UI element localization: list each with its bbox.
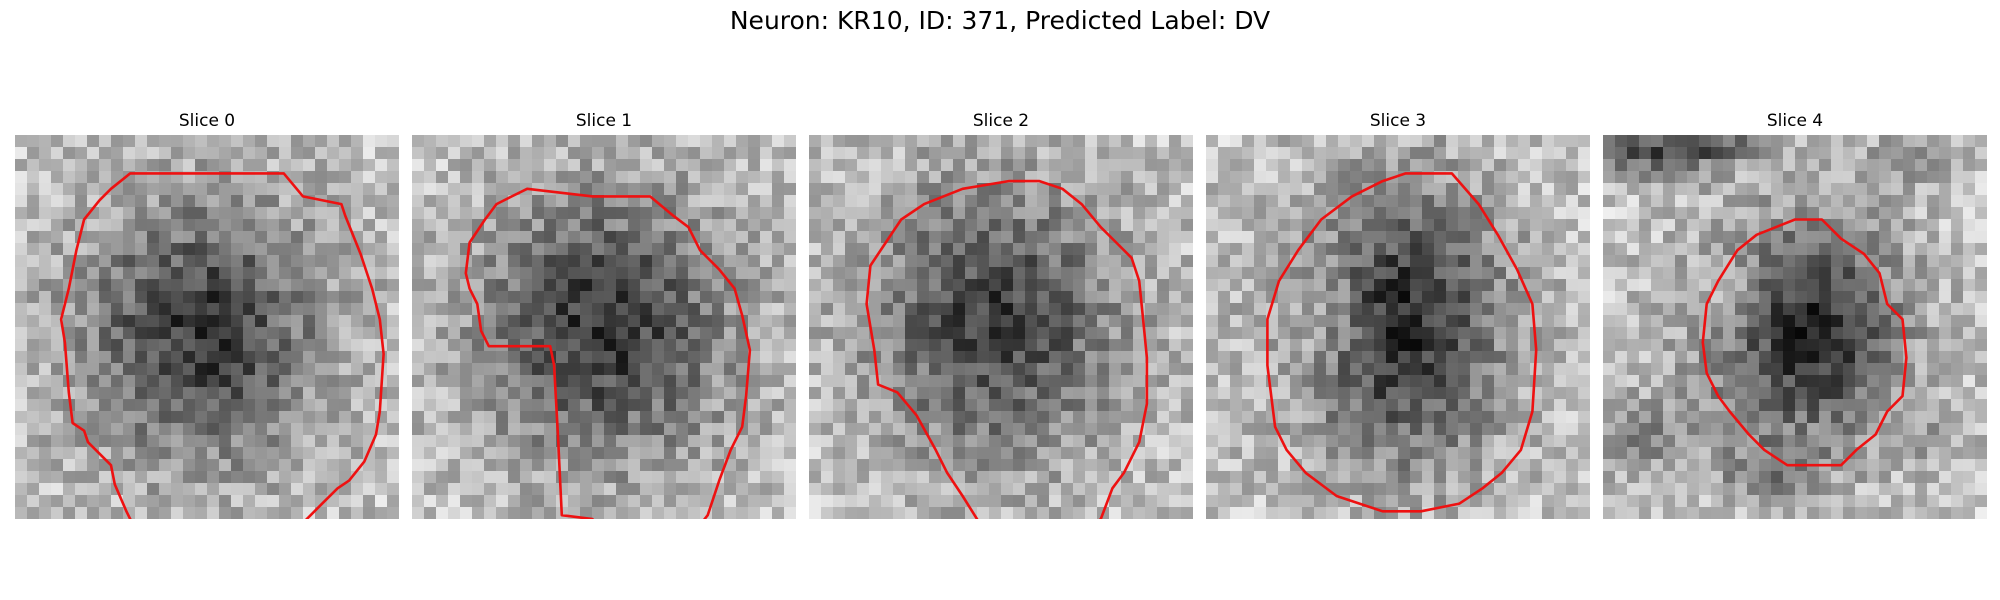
grayscale-pixels <box>809 135 1193 519</box>
slice-title: Slice 2 <box>972 111 1030 131</box>
slice-panel: Slice 2 <box>809 110 1193 519</box>
slice-image <box>1206 135 1590 519</box>
slice-panel: Slice 0 <box>15 110 399 519</box>
grayscale-pixels <box>15 135 399 519</box>
slice-title: Slice 4 <box>1766 111 1824 131</box>
roi-outline <box>865 179 1149 519</box>
grayscale-pixels <box>1603 135 1987 519</box>
slice-title: Slice 3 <box>1369 111 1427 131</box>
slice-panel: Slice 4 <box>1603 110 1987 519</box>
grayscale-pixels <box>412 135 796 519</box>
slice-image <box>15 135 399 519</box>
roi-outline <box>1266 172 1538 513</box>
roi-outline <box>1701 218 1908 467</box>
slice-panel: Slice 1 <box>412 110 796 519</box>
slice-image <box>809 135 1193 519</box>
roi-outline <box>464 187 752 519</box>
roi-outline <box>59 172 385 519</box>
grayscale-pixels <box>1206 135 1590 519</box>
slice-title: Slice 0 <box>178 111 236 131</box>
slice-image <box>412 135 796 519</box>
figure-title: Neuron: KR10, ID: 371, Predicted Label: … <box>729 6 1271 35</box>
slice-panel: Slice 3 <box>1206 110 1590 519</box>
slice-title: Slice 1 <box>575 111 633 131</box>
slice-image <box>1603 135 1987 519</box>
